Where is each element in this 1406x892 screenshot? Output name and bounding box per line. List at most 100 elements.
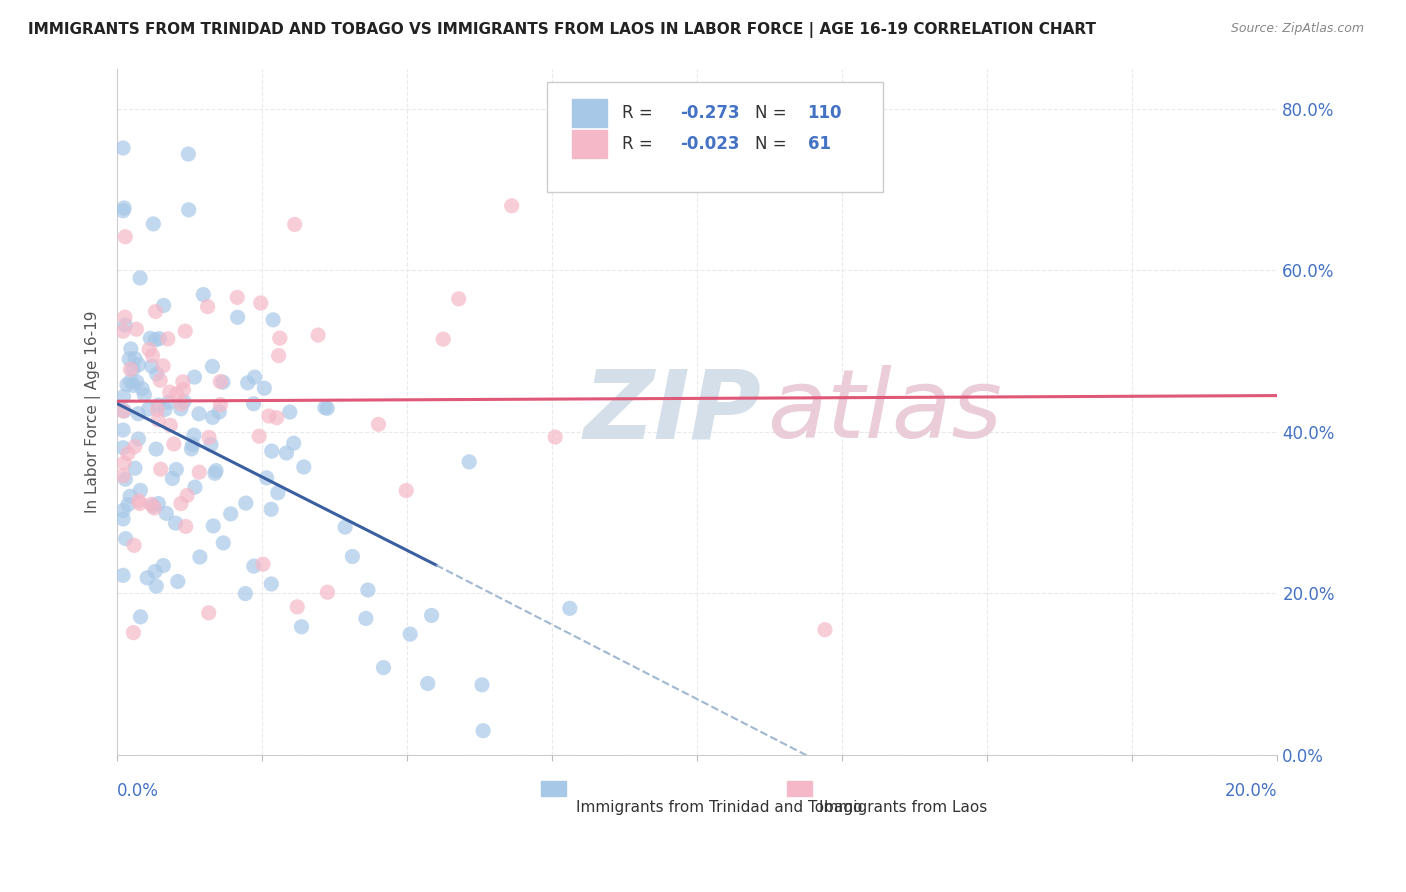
Point (170, 397, 193, 411)
Point (166, 574, 188, 589)
Point (141, 497, 163, 511)
Point (145, 367, 167, 381)
Point (129, 271, 152, 285)
Point (252, 557, 274, 571)
Point (174, 324, 197, 338)
Point (162, 471, 184, 485)
Point (122, 378, 145, 392)
Text: R =: R = (621, 104, 658, 122)
Point (209, 375, 232, 389)
Point (152, 359, 174, 373)
Point (399, 627, 422, 641)
Bar (572, 99, 607, 127)
Point (292, 460, 315, 475)
Point (200, 438, 222, 452)
Point (152, 298, 174, 312)
Point (235, 586, 257, 600)
Point (814, 623, 837, 637)
Point (163, 437, 186, 451)
Point (122, 362, 145, 376)
Point (120, 342, 142, 356)
Point (159, 385, 181, 400)
Point (117, 446, 139, 460)
Point (136, 571, 159, 585)
Point (112, 404, 135, 418)
Point (112, 423, 135, 437)
Text: 0.0%: 0.0% (117, 782, 159, 800)
Point (256, 471, 278, 485)
Point (120, 489, 142, 503)
Point (127, 432, 149, 446)
Point (314, 401, 336, 415)
Point (284, 218, 307, 232)
Point (307, 328, 329, 343)
Bar (541, 781, 567, 796)
Point (373, 660, 395, 674)
Text: N =: N = (755, 135, 792, 153)
Point (201, 359, 224, 374)
Point (285, 599, 308, 614)
Point (242, 397, 264, 411)
Point (142, 499, 165, 513)
Point (148, 497, 170, 511)
Point (235, 496, 257, 510)
Point (159, 418, 181, 433)
Point (276, 446, 298, 460)
Point (247, 429, 270, 443)
Point (120, 374, 142, 388)
Point (193, 287, 215, 301)
Point (544, 430, 567, 444)
Point (172, 375, 194, 389)
Point (420, 608, 443, 623)
Point (112, 390, 135, 404)
Point (145, 442, 167, 456)
Text: -0.023: -0.023 (681, 135, 740, 153)
Point (117, 498, 139, 512)
Point (114, 532, 136, 546)
Point (354, 611, 377, 625)
Point (148, 398, 170, 412)
Point (212, 375, 235, 389)
Point (173, 394, 195, 409)
Point (243, 370, 266, 384)
Point (112, 324, 135, 338)
Point (156, 332, 179, 346)
Point (112, 456, 135, 470)
Point (124, 461, 146, 475)
Point (260, 444, 283, 458)
Point (458, 455, 481, 469)
Point (290, 620, 312, 634)
Point (143, 565, 166, 579)
Point (177, 147, 200, 161)
Point (253, 381, 276, 395)
Point (127, 407, 149, 421)
Point (205, 464, 228, 478)
Point (112, 203, 135, 218)
Point (333, 520, 356, 534)
Point (143, 501, 166, 516)
Point (128, 497, 150, 511)
Point (143, 333, 166, 347)
Point (267, 485, 290, 500)
Point (157, 395, 180, 409)
Point (165, 462, 187, 476)
Point (112, 141, 135, 155)
Point (472, 723, 495, 738)
Point (170, 497, 193, 511)
Point (197, 606, 219, 620)
Text: Source: ZipAtlas.com: Source: ZipAtlas.com (1230, 22, 1364, 36)
Point (155, 506, 177, 520)
Point (183, 428, 205, 442)
Point (128, 493, 150, 508)
Point (134, 388, 156, 402)
Point (112, 468, 135, 483)
Point (112, 503, 135, 517)
Y-axis label: In Labor Force | Age 16-19: In Labor Force | Age 16-19 (86, 310, 101, 513)
Point (142, 217, 165, 231)
Point (197, 300, 219, 314)
Point (120, 362, 142, 376)
Point (201, 410, 224, 425)
Point (114, 310, 136, 324)
Text: R =: R = (621, 135, 658, 153)
Bar (787, 781, 813, 796)
